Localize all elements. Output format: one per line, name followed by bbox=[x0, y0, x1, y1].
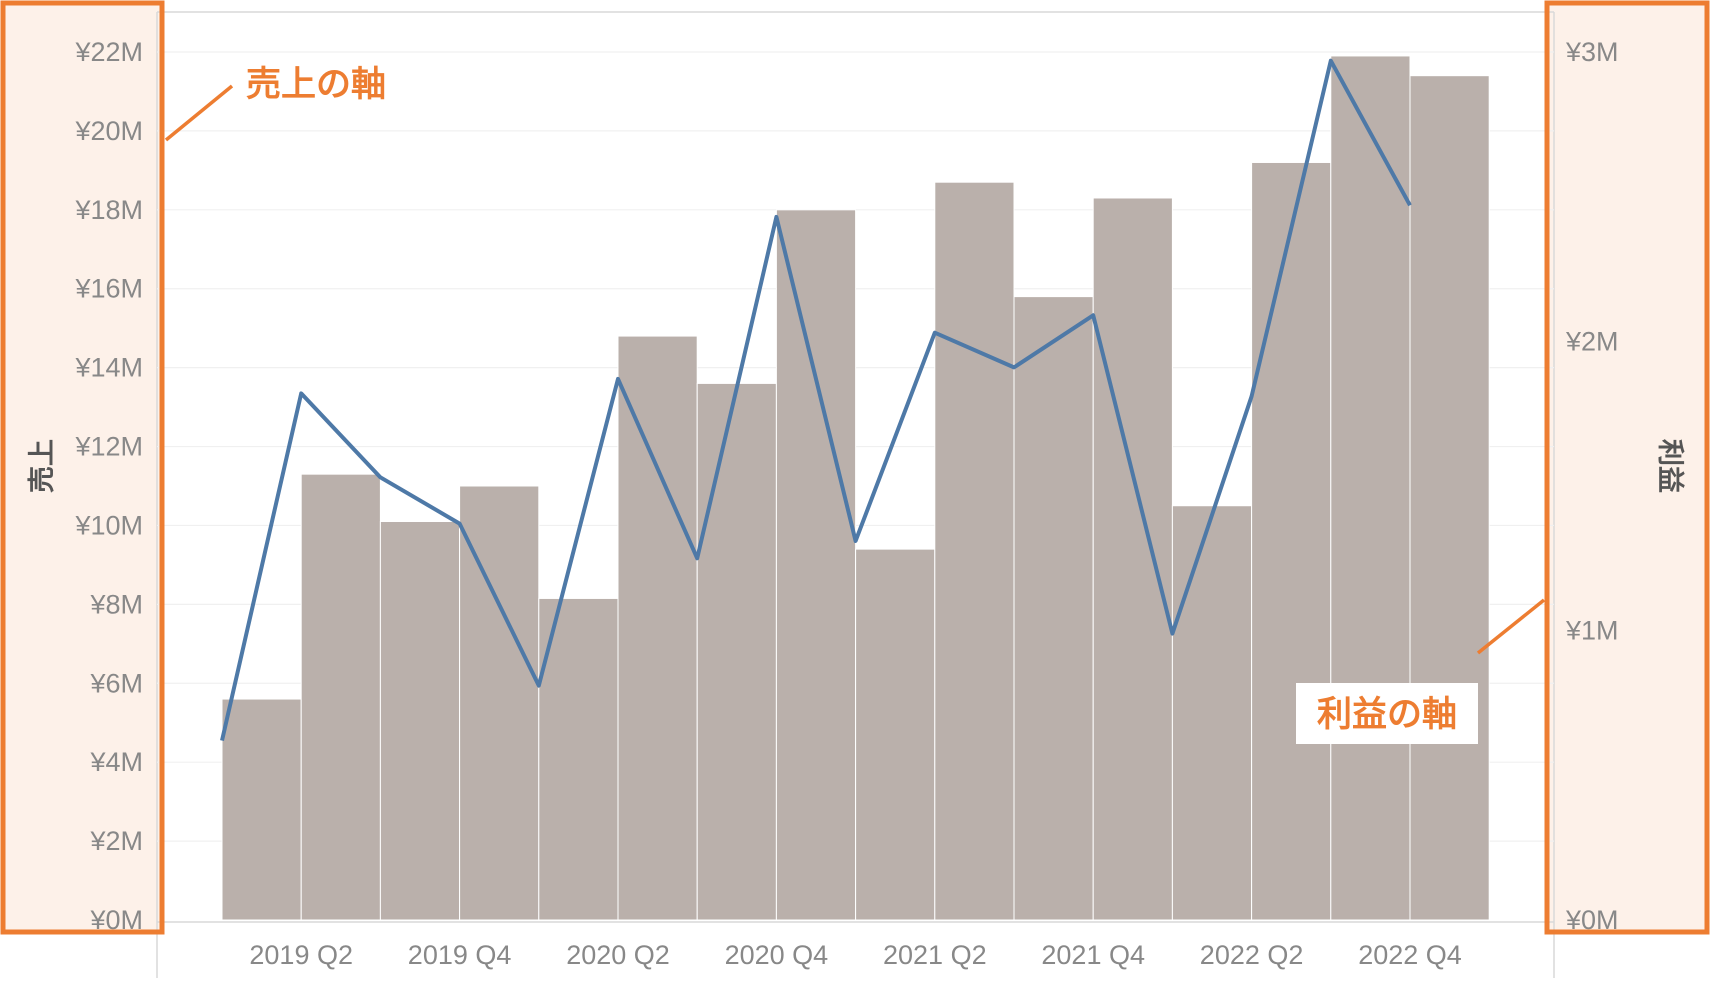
right-axis-tick-label: ¥3M bbox=[1565, 37, 1619, 67]
left-axis-title: 売上 bbox=[27, 439, 57, 493]
bar-2022-q1 bbox=[1172, 506, 1251, 920]
right-axis-callout: 利益の軸 bbox=[1317, 695, 1457, 734]
left-axis-tick-label: ¥14M bbox=[74, 353, 143, 383]
right-axis-tick-label: ¥2M bbox=[1565, 326, 1619, 356]
x-axis-tick-label: 2021 Q2 bbox=[883, 940, 987, 970]
bar-2021-q1 bbox=[856, 549, 935, 920]
x-axis-ticks: 2019 Q2 2019 Q4 2020 Q2 2020 Q4 2021 Q2 2021 … bbox=[249, 940, 1461, 970]
bar-2021-q4 bbox=[1093, 198, 1172, 920]
bar-2019-q2 bbox=[301, 474, 380, 920]
bar-series bbox=[222, 56, 1489, 920]
right-axis-tick-label: ¥1M bbox=[1565, 616, 1619, 646]
left-axis-tick-label: ¥12M bbox=[74, 432, 143, 462]
bar-2022-q4 bbox=[1410, 76, 1489, 920]
x-axis-tick-label: 2019 Q4 bbox=[408, 940, 512, 970]
left-axis-tick-label: ¥20M bbox=[74, 116, 143, 146]
left-axis-tick-label: ¥6M bbox=[89, 668, 143, 698]
bar-2019-q3 bbox=[380, 522, 459, 920]
x-axis-tick-label: 2020 Q2 bbox=[566, 940, 670, 970]
left-axis-callout-leader bbox=[166, 86, 232, 140]
bar-2021-q3 bbox=[1014, 297, 1093, 920]
left-axis-tick-label: ¥8M bbox=[89, 589, 143, 619]
right-axis-title: 利益 bbox=[1655, 439, 1685, 493]
x-axis-tick-label: 2021 Q4 bbox=[1041, 940, 1145, 970]
left-axis-callout: 売上の軸 bbox=[246, 65, 386, 104]
left-axis-tick-label: ¥10M bbox=[74, 510, 143, 540]
left-axis-tick-label: ¥18M bbox=[74, 195, 143, 225]
bar-2020-q3 bbox=[697, 383, 776, 920]
bar-2022-q2 bbox=[1252, 162, 1331, 920]
bar-2019-q1 bbox=[222, 699, 301, 920]
x-axis-tick-label: 2022 Q4 bbox=[1358, 940, 1462, 970]
left-axis-tick-label: ¥2M bbox=[89, 826, 143, 856]
bar-2020-q4 bbox=[776, 210, 855, 920]
x-axis-tick-label: 2022 Q2 bbox=[1200, 940, 1304, 970]
left-axis-tick-label: ¥16M bbox=[74, 274, 143, 304]
left-axis-tick-label: ¥4M bbox=[89, 747, 143, 777]
bar-2020-q2 bbox=[618, 336, 697, 920]
x-axis-tick-label: 2020 Q4 bbox=[725, 940, 829, 970]
x-axis-tick-label: 2019 Q2 bbox=[249, 940, 353, 970]
bar-2021-q2 bbox=[935, 182, 1014, 920]
left-axis-tick-label: ¥22M bbox=[74, 37, 143, 67]
